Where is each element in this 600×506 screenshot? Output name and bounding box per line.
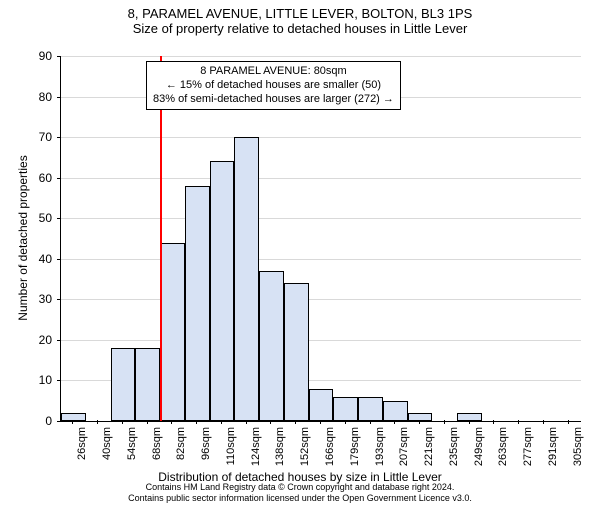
- histogram-bar: [333, 397, 358, 421]
- x-tick-mark: [246, 420, 247, 424]
- x-tick-mark: [518, 420, 519, 424]
- histogram-bar: [61, 413, 86, 421]
- x-tick-mark: [469, 420, 470, 424]
- x-tick-mark: [568, 420, 569, 424]
- x-tick-label: 124sqm: [250, 427, 262, 466]
- x-tick-mark: [320, 420, 321, 424]
- y-tick-label: 70: [22, 130, 52, 144]
- x-tick-mark: [97, 420, 98, 424]
- x-tick-mark: [370, 420, 371, 424]
- x-tick-label: 207sqm: [398, 427, 410, 466]
- x-tick-label: 291sqm: [547, 427, 559, 466]
- x-tick-label: 277sqm: [522, 427, 534, 466]
- y-tick-label: 0: [22, 414, 52, 428]
- x-tick-mark: [171, 420, 172, 424]
- histogram-bar: [358, 397, 383, 421]
- x-tick-label: 152sqm: [299, 427, 311, 466]
- x-tick-mark: [419, 420, 420, 424]
- plot-area: 8 PARAMEL AVENUE: 80sqm ← 15% of detache…: [60, 56, 581, 422]
- footer-text: Contains HM Land Registry data © Crown c…: [0, 482, 600, 504]
- x-tick-label: 26sqm: [76, 427, 88, 460]
- x-tick-label: 221sqm: [423, 427, 435, 466]
- x-tick-label: 249sqm: [473, 427, 485, 466]
- histogram-bar: [284, 283, 309, 421]
- y-tick-label: 10: [22, 373, 52, 387]
- x-tick-label: 96sqm: [200, 427, 212, 460]
- histogram-bar: [234, 137, 259, 421]
- y-tick-label: 90: [22, 49, 52, 63]
- footer-line2: Contains public sector information licen…: [0, 493, 600, 504]
- x-tick-mark: [122, 420, 123, 424]
- histogram-bar: [210, 161, 235, 421]
- y-tick-label: 80: [22, 90, 52, 104]
- x-tick-label: 40sqm: [101, 427, 113, 460]
- x-tick-mark: [295, 420, 296, 424]
- histogram-bar: [160, 243, 185, 421]
- x-tick-mark: [543, 420, 544, 424]
- histogram-bar: [111, 348, 136, 421]
- histogram-bar: [185, 186, 210, 421]
- histogram-bar: [309, 389, 334, 421]
- x-tick-mark: [270, 420, 271, 424]
- histogram-bar: [383, 401, 408, 421]
- y-tick-label: 60: [22, 171, 52, 185]
- x-tick-mark: [345, 420, 346, 424]
- histogram-bar: [457, 413, 482, 421]
- annot-line1: 8 PARAMEL AVENUE: 80sqm: [153, 65, 394, 79]
- x-tick-mark: [72, 420, 73, 424]
- x-tick-label: 263sqm: [497, 427, 509, 466]
- x-tick-label: 179sqm: [349, 427, 361, 466]
- x-tick-mark: [394, 420, 395, 424]
- x-tick-mark: [444, 420, 445, 424]
- bars-container: [61, 56, 581, 421]
- x-tick-label: 68sqm: [151, 427, 163, 460]
- x-tick-mark: [196, 420, 197, 424]
- x-tick-label: 166sqm: [324, 427, 336, 466]
- x-tick-label: 110sqm: [225, 427, 237, 465]
- page-subtitle: Size of property relative to detached ho…: [0, 21, 600, 36]
- x-tick-label: 54sqm: [126, 427, 138, 460]
- y-tick-label: 40: [22, 252, 52, 266]
- x-tick-label: 138sqm: [274, 427, 286, 466]
- annot-line2: ← 15% of detached houses are smaller (50…: [153, 79, 394, 93]
- y-tick-label: 50: [22, 211, 52, 225]
- x-tick-label: 235sqm: [448, 427, 460, 466]
- y-tick-label: 30: [22, 292, 52, 306]
- histogram-bar: [259, 271, 284, 421]
- x-tick-mark: [147, 420, 148, 424]
- marker-line: [160, 56, 162, 421]
- y-tick-label: 20: [22, 333, 52, 347]
- chart-area: 8 PARAMEL AVENUE: 80sqm ← 15% of detache…: [60, 56, 580, 421]
- annotation-box: 8 PARAMEL AVENUE: 80sqm ← 15% of detache…: [146, 61, 401, 110]
- histogram-bar: [135, 348, 160, 421]
- x-tick-mark: [221, 420, 222, 424]
- x-tick-label: 193sqm: [374, 427, 386, 466]
- x-tick-mark: [493, 420, 494, 424]
- page-title: 8, PARAMEL AVENUE, LITTLE LEVER, BOLTON,…: [0, 6, 600, 21]
- x-tick-label: 82sqm: [175, 427, 187, 460]
- annot-line3: 83% of semi-detached houses are larger (…: [153, 93, 394, 107]
- x-tick-label: 305sqm: [572, 427, 584, 466]
- footer-line1: Contains HM Land Registry data © Crown c…: [0, 482, 600, 493]
- y-tick-mark: [57, 421, 61, 422]
